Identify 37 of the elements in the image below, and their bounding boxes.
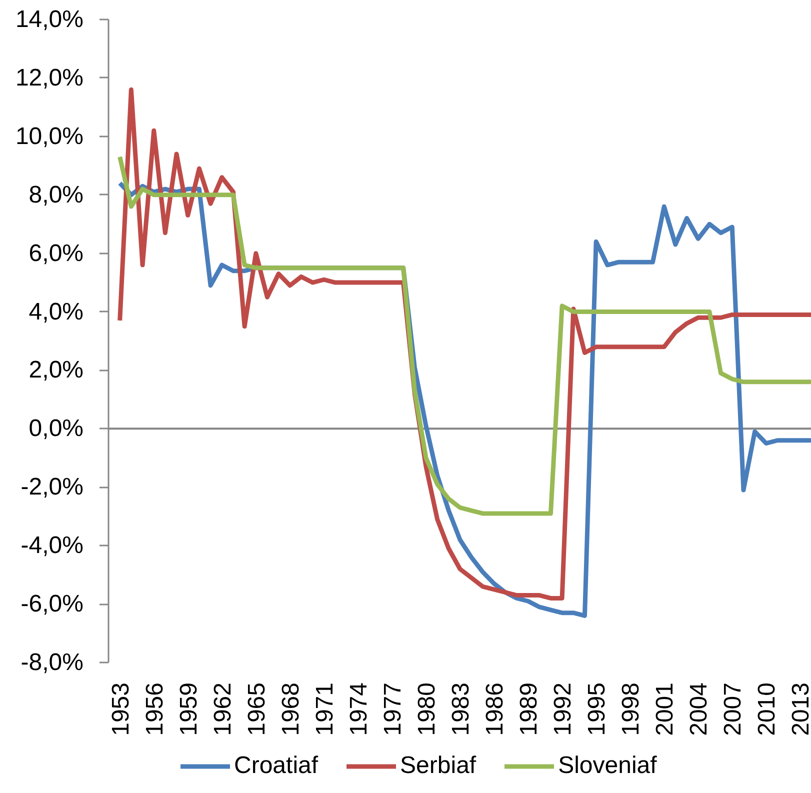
y-tick-label: -2,0% xyxy=(20,474,84,501)
y-tick-label: 10,0% xyxy=(15,122,84,150)
x-tick-label: 2007 xyxy=(720,682,747,736)
x-tick-label: 1986 xyxy=(482,682,509,736)
x-tick-label: 1980 xyxy=(413,682,440,736)
x-tick-label: 1995 xyxy=(584,682,611,736)
line-series xyxy=(118,154,811,516)
y-tick-label: 0,0% xyxy=(28,415,84,442)
x-tick-label: 2010 xyxy=(754,682,781,736)
x-tick-label: 1968 xyxy=(277,682,304,736)
y-tick-label: 8,0% xyxy=(28,181,84,208)
x-tick-label: 2013 xyxy=(788,682,811,736)
x-tick-label: 1989 xyxy=(516,682,543,736)
x-tick-label: 1953 xyxy=(107,682,134,736)
x-tick-label: 1998 xyxy=(618,682,645,736)
x-tick-label: 1962 xyxy=(209,682,236,736)
x-tick-label: 1965 xyxy=(243,682,270,736)
x-tick-label: 1959 xyxy=(175,682,202,736)
y-tick-label: 2,0% xyxy=(28,356,84,384)
x-tick-label: 1992 xyxy=(550,682,577,736)
x-tick-label: 1974 xyxy=(345,682,372,736)
x-tick-label: 2004 xyxy=(686,682,713,736)
x-tick-label: 1956 xyxy=(141,682,168,736)
x-tick-label: 2001 xyxy=(652,682,679,736)
legend-label: Sloveniaf xyxy=(558,752,657,780)
x-tick-label: 1983 xyxy=(448,682,474,736)
y-tick-label: -6,0% xyxy=(20,590,84,618)
y-tick-label: 4,0% xyxy=(28,298,84,326)
y-tick-label: 14,0% xyxy=(15,6,84,33)
x-tick-label: 1971 xyxy=(311,682,338,736)
y-tick-label: -4,0% xyxy=(20,532,84,560)
legend-label: Serbiaf xyxy=(400,752,476,780)
y-tick-label: 6,0% xyxy=(28,240,84,267)
y-tick-label: -8,0% xyxy=(20,649,84,676)
x-tick-label: 1977 xyxy=(379,682,406,736)
y-tick-label: 12,0% xyxy=(15,64,84,92)
legend-label: Croatiaf xyxy=(234,752,318,780)
